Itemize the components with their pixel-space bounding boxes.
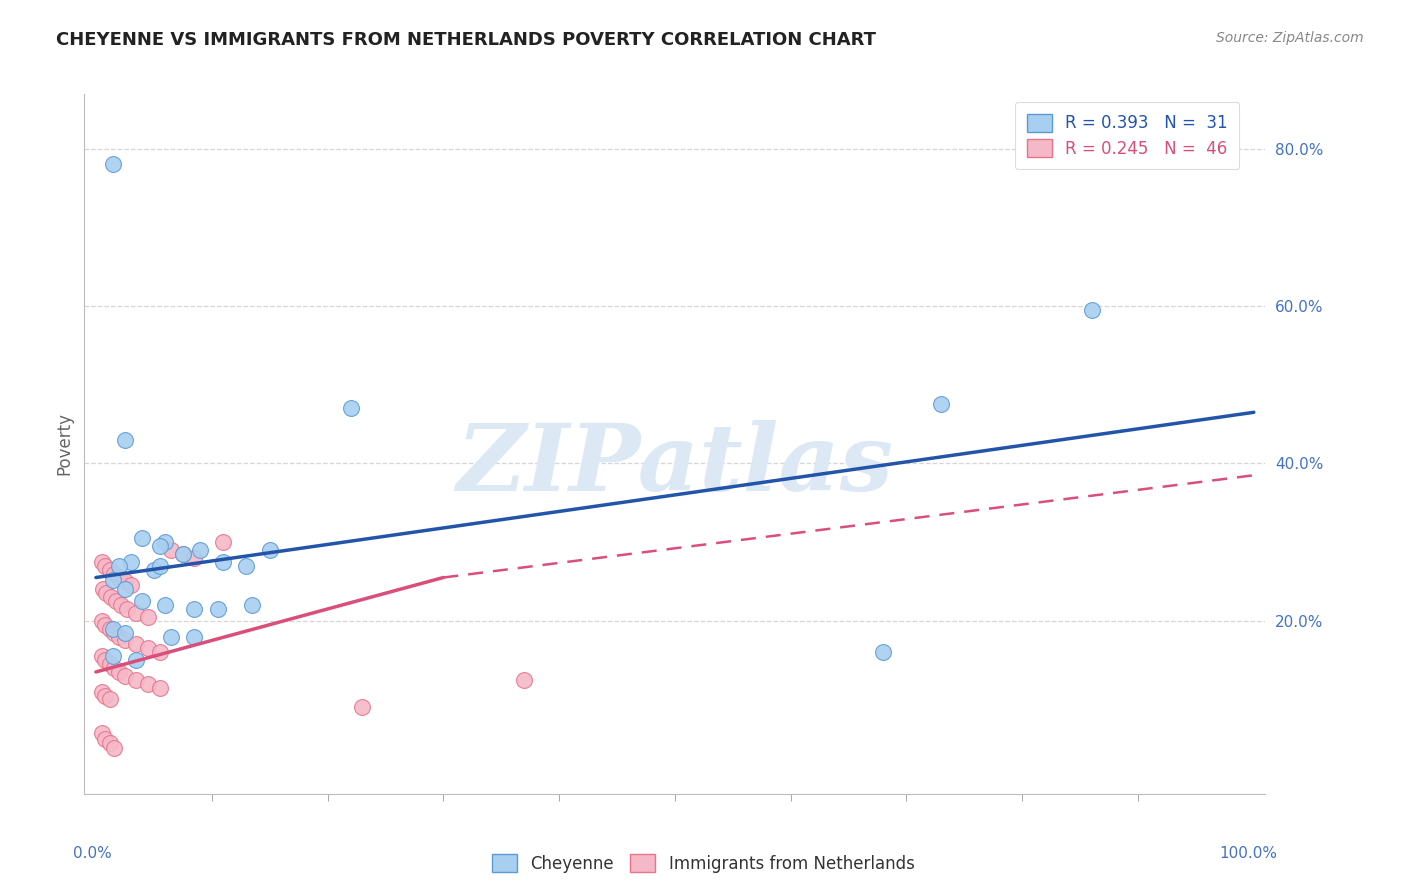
Point xyxy=(94,731,117,746)
Point xyxy=(114,433,136,447)
Point xyxy=(94,653,117,667)
Point xyxy=(114,625,136,640)
Point xyxy=(114,574,136,589)
Point xyxy=(149,645,172,659)
Point xyxy=(114,633,136,648)
Text: CHEYENNE VS IMMIGRANTS FROM NETHERLANDS POVERTY CORRELATION CHART: CHEYENNE VS IMMIGRANTS FROM NETHERLANDS … xyxy=(56,31,876,49)
Point xyxy=(108,570,131,584)
Point xyxy=(125,653,148,667)
Point xyxy=(125,673,148,687)
Point xyxy=(98,563,121,577)
Point xyxy=(103,625,125,640)
Point xyxy=(872,645,894,659)
Point xyxy=(183,550,205,565)
Point xyxy=(90,649,112,664)
Point xyxy=(103,622,125,636)
Point xyxy=(120,578,142,592)
Point xyxy=(115,602,138,616)
Point xyxy=(183,602,205,616)
Point xyxy=(103,741,125,756)
Point xyxy=(183,630,205,644)
Point xyxy=(172,547,194,561)
Point xyxy=(160,630,183,644)
Point xyxy=(207,602,229,616)
Point xyxy=(90,684,112,698)
Point xyxy=(98,657,121,671)
Point xyxy=(212,535,235,549)
Point xyxy=(259,543,281,558)
Point xyxy=(235,558,257,573)
Point xyxy=(94,689,117,703)
Point xyxy=(98,692,121,706)
Point xyxy=(103,157,125,171)
Point xyxy=(142,563,165,577)
Point xyxy=(188,543,211,558)
Point xyxy=(114,582,136,597)
Point xyxy=(98,736,121,750)
Point xyxy=(155,535,177,549)
Point xyxy=(155,598,177,612)
Point xyxy=(103,566,125,581)
Point xyxy=(94,617,117,632)
Point xyxy=(136,677,159,691)
Point xyxy=(125,606,148,620)
Point xyxy=(172,547,194,561)
Point xyxy=(125,637,148,651)
Point xyxy=(131,594,153,608)
Point xyxy=(240,598,263,612)
Point xyxy=(131,531,153,545)
Point xyxy=(98,622,121,636)
Point xyxy=(149,558,172,573)
Point xyxy=(94,558,117,573)
Point xyxy=(352,700,374,714)
Legend: Cheyenne, Immigrants from Netherlands: Cheyenne, Immigrants from Netherlands xyxy=(485,847,921,880)
Point xyxy=(103,649,125,664)
Point xyxy=(120,555,142,569)
Point xyxy=(103,573,125,587)
Point xyxy=(108,558,131,573)
Point xyxy=(108,665,131,679)
Text: 0.0%: 0.0% xyxy=(73,847,111,862)
Point xyxy=(90,614,112,628)
Legend: R = 0.393   N =  31, R = 0.245   N =  46: R = 0.393 N = 31, R = 0.245 N = 46 xyxy=(1015,102,1239,169)
Point xyxy=(149,681,172,695)
Point xyxy=(149,539,172,553)
Point xyxy=(339,401,361,416)
Point xyxy=(513,673,536,687)
Point xyxy=(104,594,127,608)
Point xyxy=(103,661,125,675)
Point xyxy=(110,598,132,612)
Point xyxy=(91,582,114,597)
Point xyxy=(90,725,112,739)
Point xyxy=(136,641,159,656)
Point xyxy=(96,586,118,600)
Text: 100.0%: 100.0% xyxy=(1219,847,1277,862)
Y-axis label: Poverty: Poverty xyxy=(55,412,73,475)
Point xyxy=(108,630,131,644)
Point xyxy=(90,555,112,569)
Text: Source: ZipAtlas.com: Source: ZipAtlas.com xyxy=(1216,31,1364,45)
Point xyxy=(100,590,122,604)
Point xyxy=(160,543,183,558)
Point xyxy=(929,397,952,411)
Point xyxy=(1080,303,1102,318)
Point xyxy=(136,610,159,624)
Point xyxy=(212,555,235,569)
Point xyxy=(114,669,136,683)
Text: ZIPatlas: ZIPatlas xyxy=(457,420,893,509)
